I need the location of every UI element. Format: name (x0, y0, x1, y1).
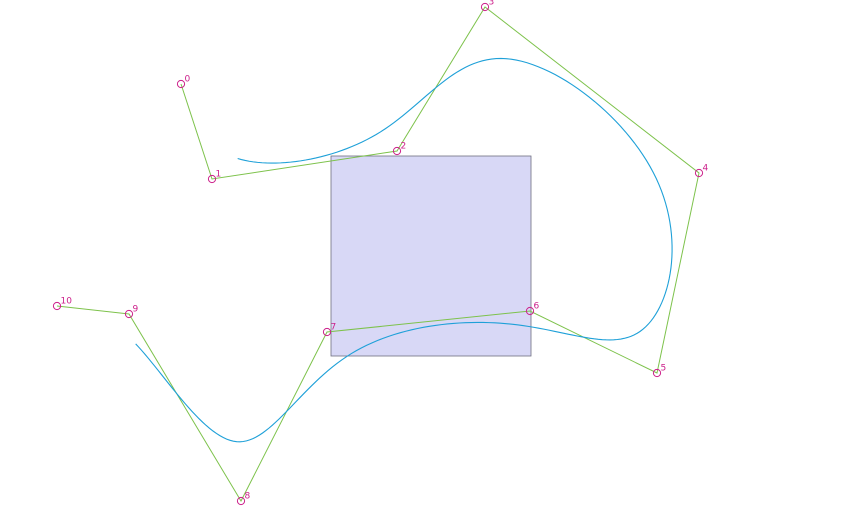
control-point-marker[interactable] (176, 79, 186, 89)
control-point-3[interactable]: 3 (480, 0, 495, 12)
control-point-marker[interactable] (124, 309, 134, 319)
control-point-4[interactable]: 4 (694, 164, 709, 178)
control-point-label: 9 (133, 305, 139, 315)
control-point-9[interactable]: 9 (124, 305, 139, 319)
control-point-10[interactable]: 10 (52, 297, 73, 311)
control-point-marker[interactable] (652, 368, 662, 378)
control-point-label: 3 (489, 0, 495, 8)
control-point-label: 1 (216, 170, 222, 180)
control-point-marker[interactable] (207, 174, 217, 184)
control-points: 0 1 2 3 4 5 6 7 8 9 10 (52, 0, 709, 506)
control-point-0[interactable]: 0 (176, 75, 191, 89)
control-point-marker[interactable] (392, 146, 402, 156)
control-point-marker[interactable] (525, 306, 535, 316)
control-point-marker[interactable] (322, 327, 332, 337)
control-point-1[interactable]: 1 (207, 170, 222, 184)
control-point-label: 5 (661, 364, 667, 374)
control-point-6[interactable]: 6 (525, 302, 540, 316)
control-point-label: 0 (185, 75, 191, 85)
control-polygon (56, 6, 700, 503)
control-point-marker[interactable] (694, 168, 704, 178)
b-spline-curve (135, 57, 673, 443)
control-point-label: 8 (245, 492, 251, 502)
control-point-marker[interactable] (236, 496, 246, 506)
control-point-label: 2 (401, 142, 407, 152)
control-point-8[interactable]: 8 (236, 492, 251, 506)
control-point-label: 6 (534, 302, 540, 312)
control-point-label: 4 (703, 164, 709, 174)
control-point-5[interactable]: 5 (652, 364, 667, 378)
control-point-label: 7 (331, 323, 337, 333)
control-point-2[interactable]: 2 (392, 142, 407, 156)
control-point-marker[interactable] (52, 301, 62, 311)
control-point-label: 10 (61, 297, 73, 307)
control-point-7[interactable]: 7 (322, 323, 337, 337)
control-point-marker[interactable] (480, 2, 490, 12)
